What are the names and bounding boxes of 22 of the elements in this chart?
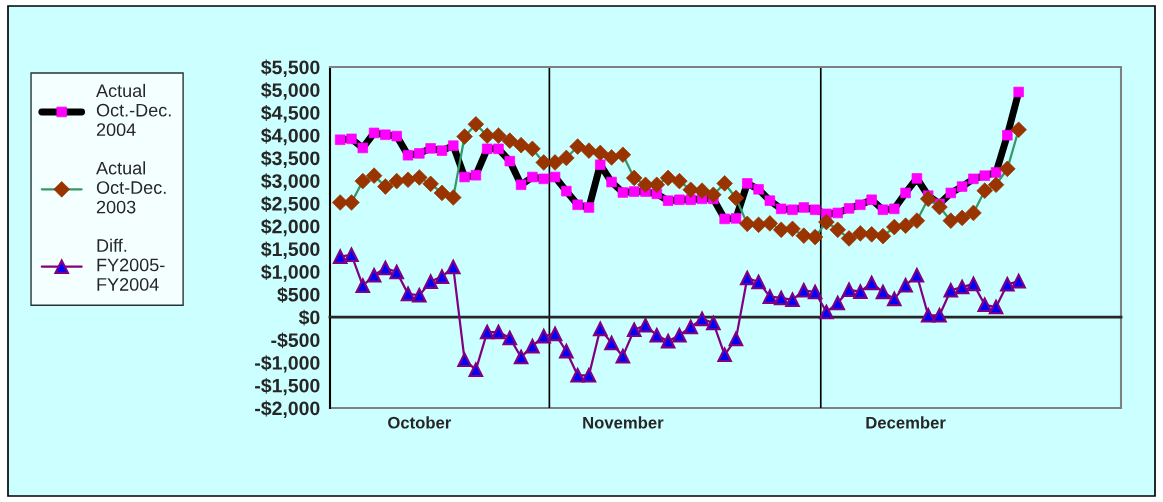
y-tick-label: -$500	[271, 332, 320, 349]
y-tick-label: $0	[298, 309, 320, 326]
x-tick-label: November	[583, 416, 664, 429]
y-tick-label: $5,000	[261, 82, 320, 100]
y-tick-label: -$1,500	[255, 377, 320, 396]
y-tick-label: $2,000	[261, 218, 320, 237]
y-tick-label: $4,500	[261, 105, 320, 123]
y-tick-label: $3,000	[261, 173, 320, 191]
y-tick-label: -$2,000	[255, 400, 320, 419]
y-tick-label: $3,500	[261, 150, 320, 168]
legend-label: Actual Oct-Dec. 2003	[96, 161, 166, 214]
y-tick-label: $1,500	[261, 241, 320, 259]
y-tick-label: -$1,000	[255, 355, 320, 373]
x-tick-label: October	[388, 416, 452, 429]
x-tick-label: December	[866, 416, 946, 429]
legend-label: Actual Oct.-Dec. 2004	[96, 83, 171, 137]
legend-label: Diff. FY2005- FY2004	[97, 238, 165, 291]
y-tick-label: $1,000	[261, 264, 320, 282]
y-tick-label: $500	[277, 286, 320, 303]
y-tick-label: $5,500	[261, 59, 320, 78]
y-tick-label: $2,500	[261, 196, 320, 214]
y-tick-label: $4,000	[261, 127, 320, 146]
